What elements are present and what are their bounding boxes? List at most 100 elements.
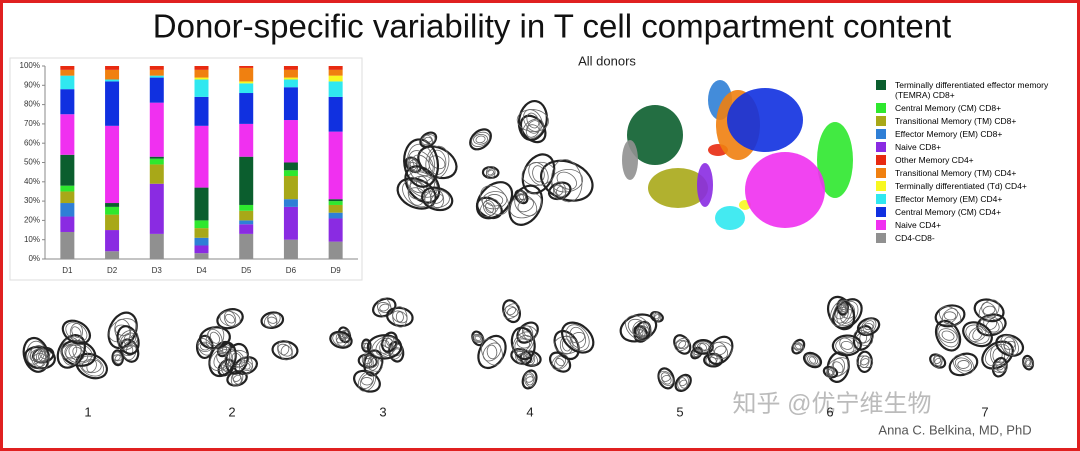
- contour: [548, 351, 572, 373]
- contour: [195, 334, 214, 360]
- contour: [517, 99, 548, 142]
- y-tick-label: 40%: [24, 177, 40, 186]
- contour: [1003, 340, 1016, 350]
- contour: [981, 302, 997, 319]
- contour: [219, 310, 241, 327]
- y-tick-label: 50%: [24, 158, 40, 167]
- contour: [359, 373, 375, 389]
- bar-segment: [105, 81, 120, 126]
- tsne-contour-donor: [329, 297, 414, 393]
- contour: [485, 168, 496, 177]
- legend-swatch: [876, 207, 886, 217]
- legend-item: Transitional Memory (TM) CD8+: [876, 116, 1066, 126]
- contour: [973, 298, 1005, 323]
- bar-segment: [60, 89, 75, 115]
- contour: [714, 345, 727, 356]
- bar-segment: [283, 77, 298, 80]
- contour: [271, 340, 299, 361]
- bar-segment: [239, 233, 254, 259]
- contour: [56, 334, 86, 369]
- contour: [518, 193, 525, 200]
- bar-segment: [194, 125, 209, 188]
- contour: [474, 335, 481, 341]
- contour: [421, 186, 454, 212]
- contour: [553, 181, 567, 201]
- bar-segment: [60, 114, 75, 155]
- x-tick-label: D6: [286, 266, 297, 275]
- contour: [209, 331, 221, 344]
- contour: [473, 134, 488, 145]
- contour: [381, 331, 398, 353]
- bar-segment: [239, 204, 254, 211]
- contour: [807, 355, 819, 365]
- contour: [213, 349, 232, 369]
- legend-label: Central Memory (CM) CD4+: [895, 207, 1002, 217]
- contour: [392, 310, 408, 324]
- bar-segment: [149, 69, 164, 76]
- contour: [386, 306, 414, 328]
- contour: [225, 313, 236, 324]
- contour: [469, 128, 492, 151]
- contour: [514, 334, 533, 352]
- bar-segment: [105, 251, 120, 259]
- bar-segment: [328, 75, 343, 82]
- contour: [424, 136, 433, 143]
- contour: [379, 303, 390, 312]
- contour: [859, 355, 870, 369]
- contour: [653, 312, 660, 321]
- bar-segment: [283, 79, 298, 88]
- contour: [329, 330, 353, 349]
- contour: [29, 348, 43, 361]
- contour: [658, 370, 674, 386]
- contour: [112, 354, 123, 362]
- contour: [678, 340, 687, 349]
- legend-swatch: [876, 220, 886, 230]
- bar-segment: [194, 77, 209, 80]
- contour: [991, 356, 1008, 378]
- contour: [60, 343, 82, 360]
- contour: [661, 375, 671, 382]
- bar-segment: [239, 67, 254, 82]
- legend-item: Naive CD8+: [876, 142, 1066, 152]
- legend-item: Terminally differentiated (Td) CD4+: [876, 181, 1066, 191]
- contour: [632, 320, 645, 336]
- tsne-cluster: [627, 105, 683, 165]
- contour: [223, 310, 237, 327]
- contour: [994, 362, 1006, 373]
- contour: [417, 145, 458, 180]
- contour: [117, 329, 139, 351]
- legend-item: Effector Memory (EM) CD4+: [876, 194, 1066, 204]
- x-tick-label: D4: [196, 266, 207, 275]
- contour: [368, 357, 378, 369]
- legend-swatch: [876, 103, 886, 113]
- tsne-contour-donor: [929, 298, 1035, 378]
- bar-segment: [105, 66, 120, 70]
- contour: [486, 344, 498, 360]
- contour: [860, 318, 877, 335]
- contour: [232, 374, 242, 382]
- contour: [267, 316, 277, 324]
- contour: [361, 338, 372, 353]
- panel-label: All donors: [578, 53, 636, 68]
- contour: [942, 307, 959, 324]
- legend-label: Terminally differentiated (Td) CD4+: [895, 181, 1027, 191]
- contour: [517, 325, 538, 340]
- legend-item: Other Memory CD4+: [876, 155, 1066, 165]
- tsne-cluster: [622, 140, 638, 180]
- contour: [516, 338, 530, 349]
- contour: [565, 324, 590, 351]
- contour: [957, 360, 970, 369]
- contour: [231, 352, 242, 365]
- contour: [114, 354, 121, 361]
- contour: [674, 373, 692, 393]
- contour: [551, 159, 583, 203]
- contour: [336, 336, 346, 344]
- contour: [560, 321, 595, 354]
- bar-segment: [60, 203, 75, 217]
- contour: [561, 338, 572, 352]
- bar-segment: [239, 66, 254, 68]
- contour: [480, 185, 509, 216]
- contour: [934, 357, 942, 365]
- contour: [402, 179, 432, 208]
- donor-label: 7: [981, 404, 988, 419]
